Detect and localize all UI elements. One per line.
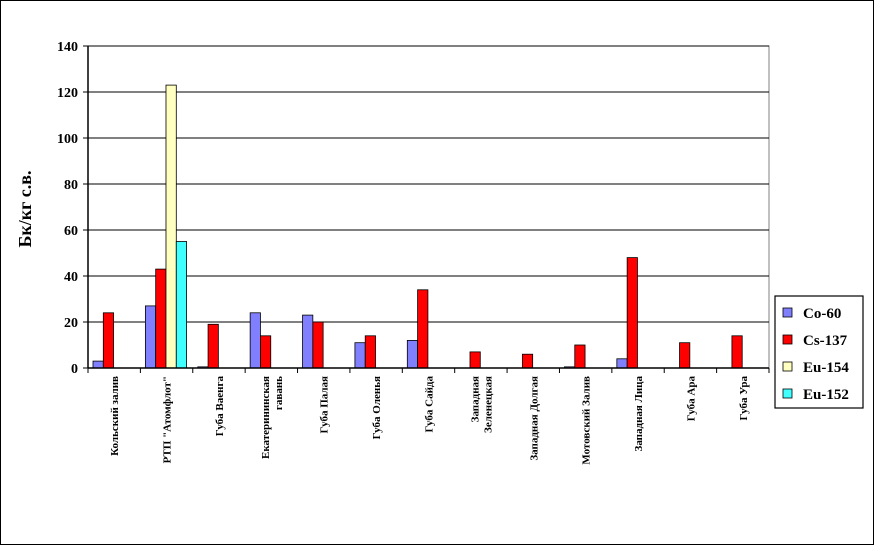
bar [165, 84, 177, 369]
legend-label: Eu-152 [803, 387, 849, 403]
bar [731, 335, 743, 369]
bar [175, 241, 187, 369]
x-tick-label: Губа Ваенга [214, 376, 226, 437]
y-tick-label: 40 [64, 270, 78, 285]
gridlines [88, 45, 769, 323]
x-tick-label: гавань [273, 376, 285, 410]
bar [312, 321, 324, 369]
y-tick-label: 20 [64, 316, 78, 331]
bar [92, 360, 104, 369]
bar [354, 342, 366, 369]
x-tick-label: Зеленецкая [482, 376, 494, 433]
bar [616, 358, 628, 369]
legend-swatch [782, 307, 793, 318]
bar [260, 335, 272, 369]
x-tick-label: Западная Долгая [528, 376, 540, 461]
bar [249, 312, 261, 369]
y-tick-labels: 0 20 40 60 80 100 120 140 [57, 40, 78, 377]
bar [302, 314, 314, 369]
bars [92, 84, 743, 369]
plot-area [87, 45, 770, 369]
legend-swatch [782, 361, 793, 372]
bar [364, 335, 376, 369]
bar [521, 353, 534, 369]
y-tick-label: 0 [71, 362, 78, 377]
x-tick-label: Мотовский Залив [581, 376, 593, 465]
bar [155, 268, 167, 369]
axes [83, 45, 770, 373]
x-tick-label: Губа Сайда [424, 376, 436, 433]
x-tick-label: Губа Ара [685, 376, 697, 422]
x-tick-label: РТП "Атомфлот" [162, 376, 174, 463]
bar [102, 312, 115, 369]
legend-label: Eu-154 [803, 360, 849, 376]
bar [679, 342, 691, 369]
bar [207, 323, 219, 369]
bar [417, 289, 429, 369]
bar [469, 351, 481, 369]
bar [626, 257, 638, 369]
x-tick-label: Западная [469, 376, 481, 422]
plot-area-border [87, 45, 770, 369]
x-tick-label: Кольский залив [109, 376, 121, 456]
y-tick-label: 80 [64, 178, 78, 193]
x-tick-label: Губа Оленья [371, 376, 383, 439]
x-tick-label: Западная Лица [633, 376, 645, 452]
y-tick-label: 100 [57, 132, 78, 147]
legend-swatch [782, 334, 793, 345]
y-tick-label: 140 [57, 40, 78, 55]
y-tick-label: 120 [57, 86, 78, 101]
legend-swatch [782, 388, 793, 399]
legend-label: Co-60 [803, 306, 841, 322]
x-tick-labels: Кольский залив РТП "Атомфлот" Губа Ваенга Е… [109, 376, 750, 465]
legend-label: Cs-137 [803, 333, 848, 349]
x-tick-label: Губа Ура [738, 376, 750, 421]
legend: Co-60 Cs-137 Eu-154 Eu-152 [774, 295, 864, 409]
bar [144, 305, 157, 369]
bar [574, 344, 586, 369]
y-axis-label: Бк/кг с.в. [15, 170, 35, 247]
y-tick-label: 60 [64, 224, 78, 239]
x-tick-label: Екатерининская [260, 376, 272, 459]
bar [406, 339, 419, 369]
x-tick-label: Губа Палая [319, 376, 331, 434]
